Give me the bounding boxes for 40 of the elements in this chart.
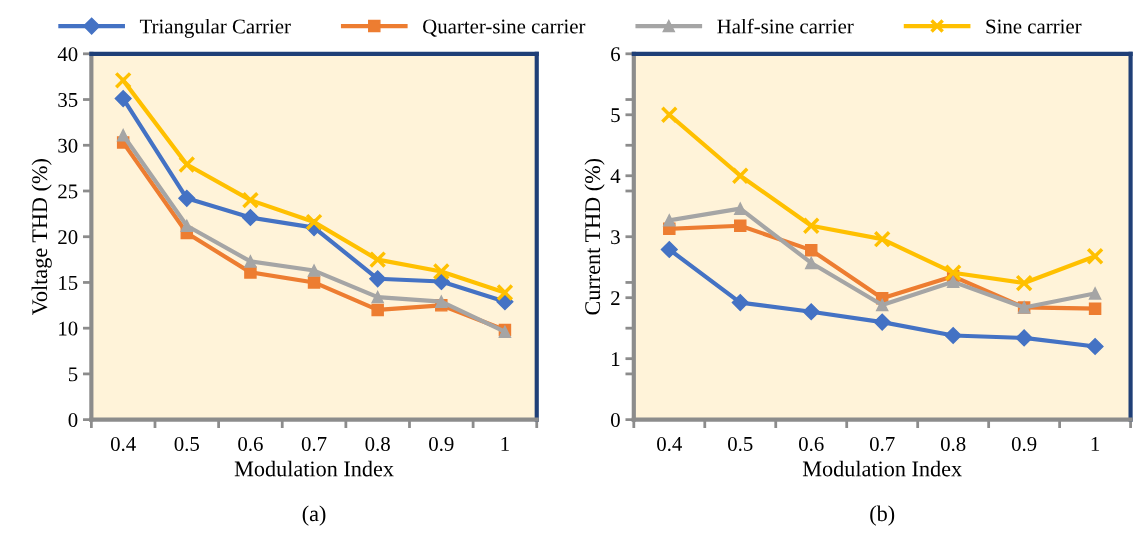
y-tick-label: 15 [59,275,78,290]
y-tick-label: 4 [610,169,621,183]
x-tick-label: 0.5 [174,436,200,452]
x-tick-label: 0.9 [429,436,454,452]
x-tick-label: 0.7 [869,436,895,452]
text: (a) [302,505,326,526]
x-tick-label: 0.7 [301,436,327,452]
y-tick-label: 5 [68,367,78,382]
y-tick-label: 40 [57,47,78,62]
y-tick-label: 30 [58,138,78,153]
legend-label: Half-sine carrier [717,18,854,34]
y-tick-label: 35 [58,92,78,107]
x-axis-title: Modulation Index [802,460,962,477]
y-tick-label: 0 [68,413,78,428]
y-axis-title: Current THD (%) [584,158,605,315]
legend-label: Sine carrier [986,19,1082,34]
x-tick-label: 0.6 [799,436,824,452]
y-axis-title: Voltage THD (%) [31,159,52,316]
y-tick-label: 3 [611,230,620,245]
x-tick-label: 1 [1091,437,1100,451]
y-tick-label: 2 [611,291,620,305]
x-axis-title: Modulation Index [234,460,394,477]
x-tick-label: 0.9 [1011,436,1037,452]
legend-label: Quarter-sine carrier [423,19,586,37]
y-tick-label: 6 [611,47,620,62]
y-tick-label: 1 [612,352,620,366]
x-tick-label: 0.6 [238,436,263,452]
y-tick-label: 10 [59,321,78,336]
x-tick-label: 0.8 [365,436,390,452]
text: (b) [870,505,895,526]
x-tick-label: 0.4 [110,436,136,452]
y-tick-label: 20 [58,230,78,245]
x-tick-label: 0.4 [657,436,682,452]
y-tick-label: 25 [58,184,78,199]
y-tick-label: 5 [611,108,620,123]
y-tick-label: 0 [610,413,620,428]
legend-label: Triangular Carrier [139,18,291,38]
x-tick-label: 0.8 [940,436,966,452]
x-tick-label: 0.5 [728,436,753,452]
x-tick-label: 1 [501,437,509,451]
